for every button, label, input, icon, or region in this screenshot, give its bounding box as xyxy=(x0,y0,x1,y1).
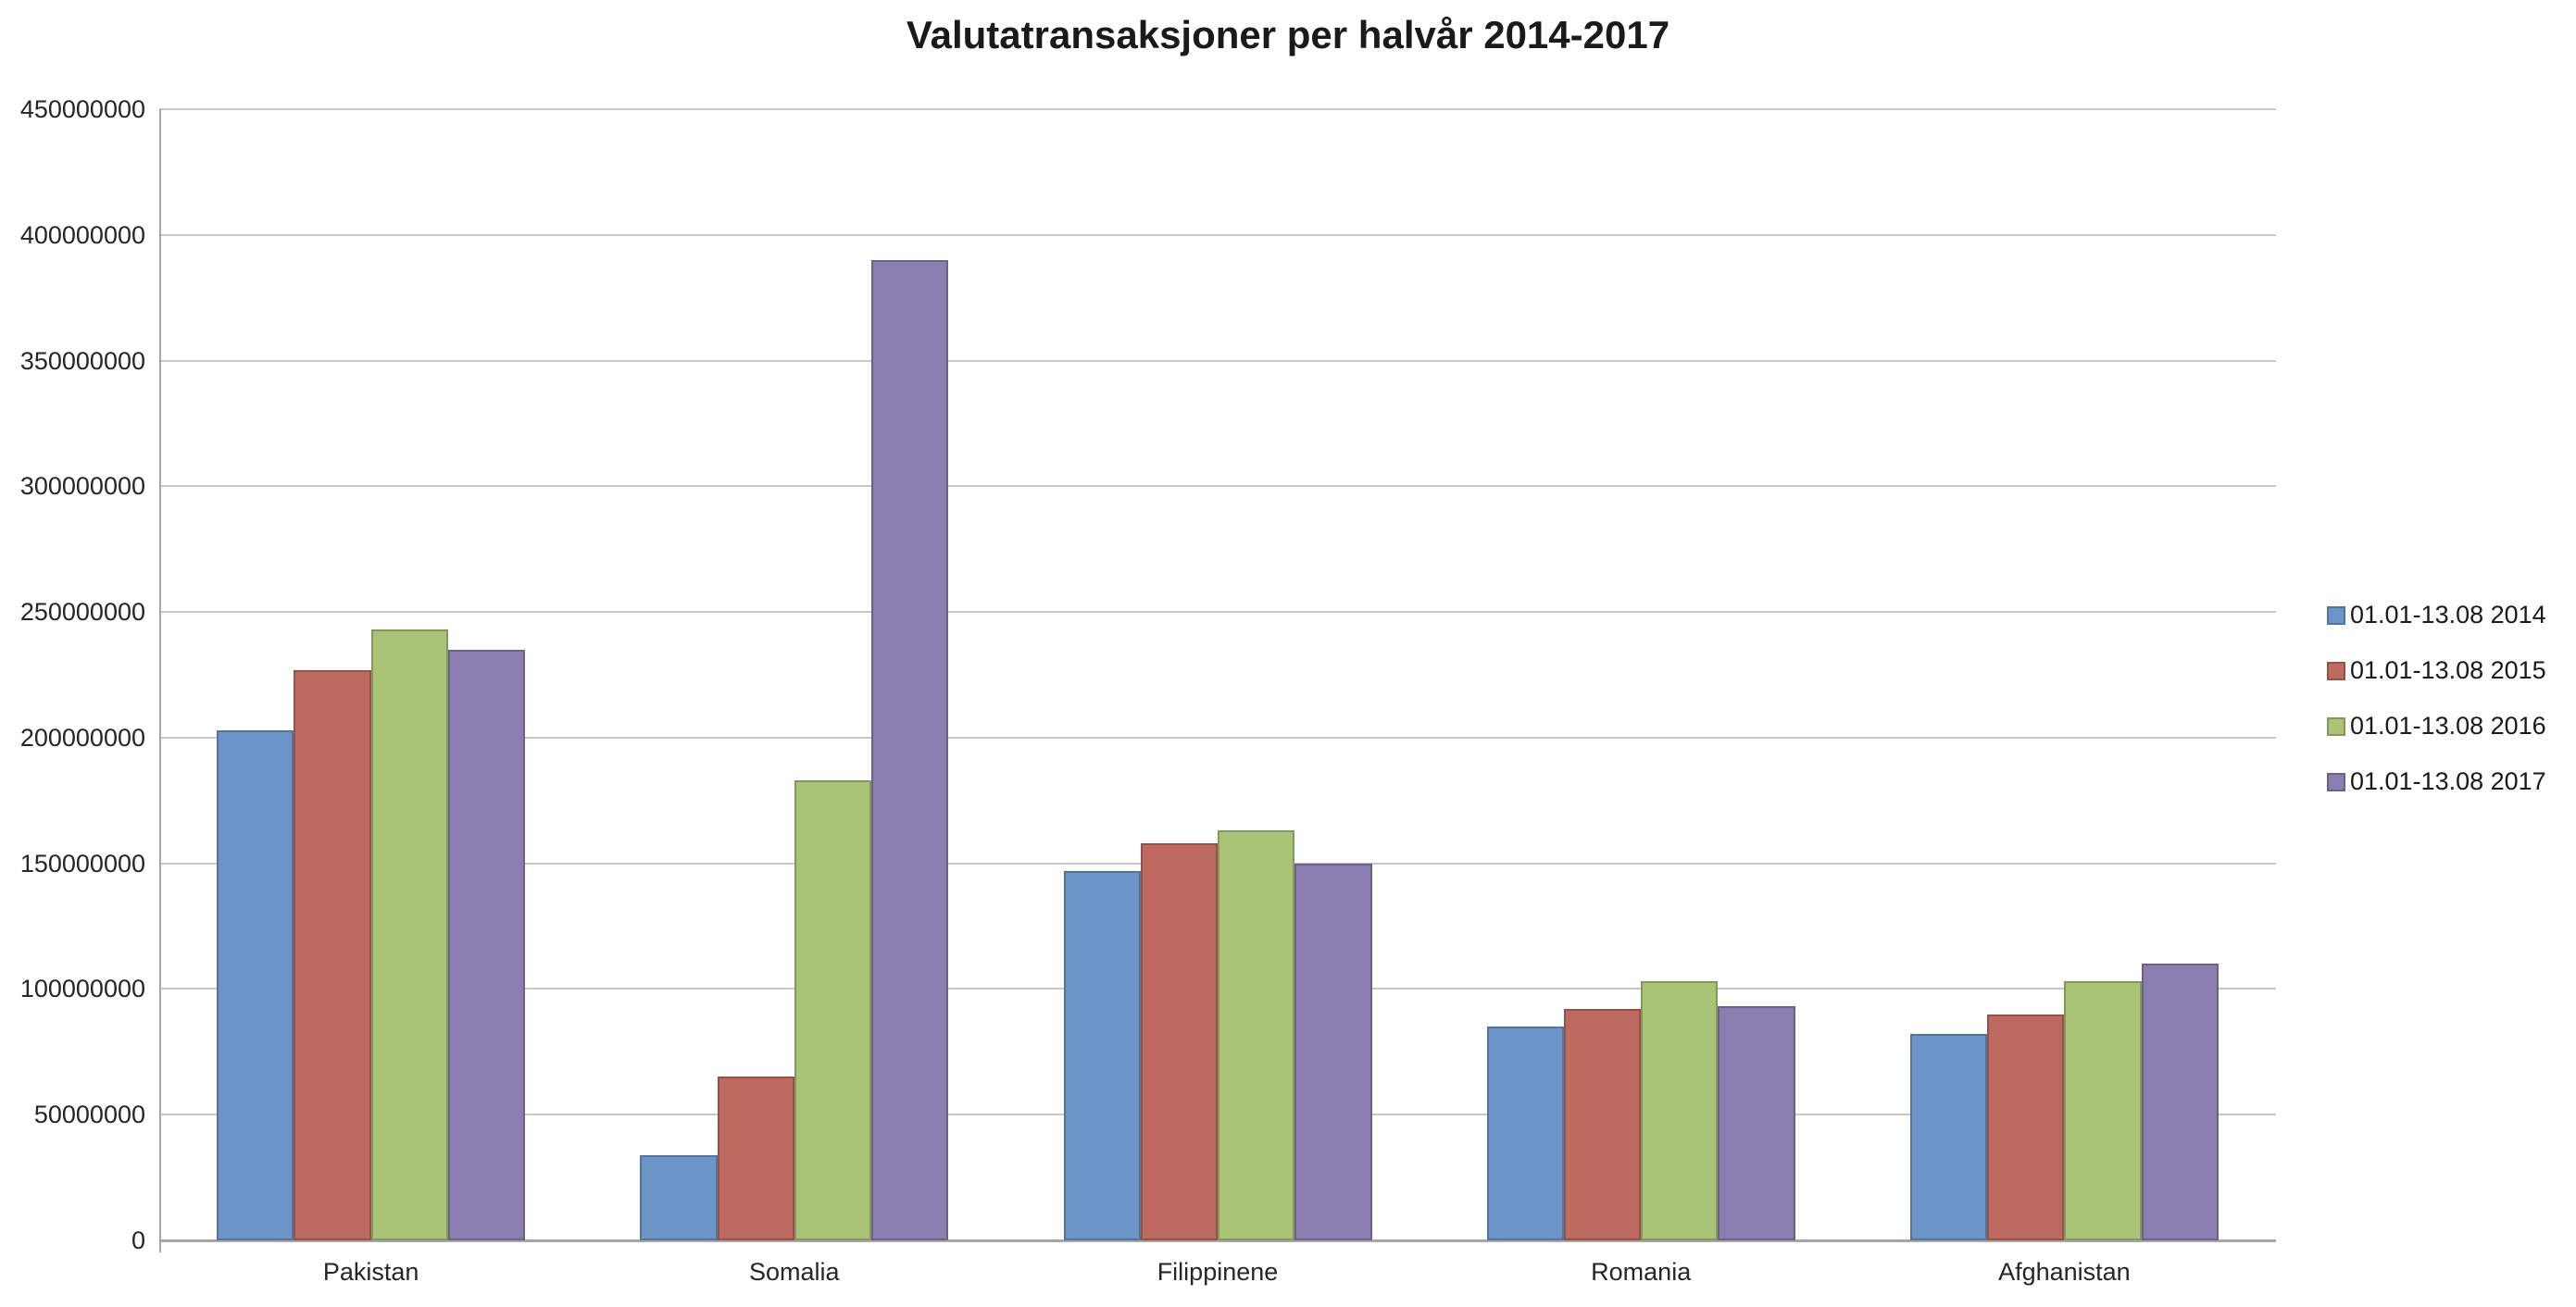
legend-label: 01.01-13.08 2015 xyxy=(2350,656,2546,684)
legend-label: 01.01-13.08 2017 xyxy=(2350,767,2546,795)
x-category-label-somalia: Somalia xyxy=(749,1258,840,1286)
y-tick-label: 400000000 xyxy=(19,220,145,249)
y-tick-label: 50000000 xyxy=(33,1101,145,1129)
gridline xyxy=(159,611,2276,614)
legend-swatch-icon xyxy=(2327,773,2345,791)
x-category-label-pakistan: Pakistan xyxy=(322,1258,419,1286)
chart-title: Valutatransaksjoner per halvår 2014-2017 xyxy=(906,13,1670,56)
bar-filippinene-01-01-13-08-2017 xyxy=(1294,863,1372,1240)
x-category-label-romania: Romania xyxy=(1591,1258,1692,1286)
legend-label: 01.01-13.08 2016 xyxy=(2350,712,2546,740)
bar-romania-01-01-13-08-2017 xyxy=(1718,1006,1795,1240)
legend-item-01-01-13-08-2017: 01.01-13.08 2017 xyxy=(2327,767,2546,795)
bar-pakistan-01-01-13-08-2015 xyxy=(294,669,371,1240)
legend-item-01-01-13-08-2015: 01.01-13.08 2015 xyxy=(2327,656,2546,684)
x-category-label-filippinene: Filippinene xyxy=(1157,1258,1279,1286)
bar-afghanistan-01-01-13-08-2014 xyxy=(1909,1034,1988,1240)
bar-somalia-01-01-13-08-2015 xyxy=(717,1077,794,1240)
bar-pakistan-01-01-13-08-2016 xyxy=(370,629,448,1240)
bar-afghanistan-01-01-13-08-2016 xyxy=(2064,981,2142,1240)
y-tick-label: 0 xyxy=(131,1226,145,1254)
y-tick-label: 100000000 xyxy=(19,975,145,1003)
gridline xyxy=(159,736,2276,739)
bar-pakistan-01-01-13-08-2017 xyxy=(447,649,526,1240)
bar-filippinene-01-01-13-08-2014 xyxy=(1063,870,1141,1240)
gridline xyxy=(159,233,2276,236)
legend-label: 01.01-13.08 2014 xyxy=(2350,601,2546,629)
bar-afghanistan-01-01-13-08-2015 xyxy=(1987,1014,2065,1240)
y-axis-line xyxy=(159,109,161,1252)
bar-somalia-01-01-13-08-2017 xyxy=(871,259,949,1240)
y-tick-label: 200000000 xyxy=(19,723,145,752)
bar-somalia-01-01-13-08-2016 xyxy=(794,780,872,1240)
legend-swatch-icon xyxy=(2327,717,2345,736)
x-axis-baseline xyxy=(159,1239,2276,1242)
bar-filippinene-01-01-13-08-2016 xyxy=(1218,830,1295,1240)
bar-somalia-01-01-13-08-2014 xyxy=(640,1154,718,1240)
bar-filippinene-01-01-13-08-2015 xyxy=(1140,842,1218,1240)
bar-romania-01-01-13-08-2015 xyxy=(1563,1009,1642,1240)
gridline xyxy=(159,485,2276,488)
legend-swatch-icon xyxy=(2327,662,2345,680)
legend-item-01-01-13-08-2014: 01.01-13.08 2014 xyxy=(2327,601,2546,629)
y-tick-label: 450000000 xyxy=(19,95,145,123)
y-tick-label: 250000000 xyxy=(19,598,145,627)
gridline xyxy=(159,108,2276,110)
bar-romania-01-01-13-08-2016 xyxy=(1641,981,1719,1240)
gridline xyxy=(159,359,2276,362)
legend-item-01-01-13-08-2016: 01.01-13.08 2016 xyxy=(2327,712,2546,740)
x-category-label-afghanistan: Afghanistan xyxy=(1998,1258,2131,1286)
bar-romania-01-01-13-08-2014 xyxy=(1486,1027,1564,1240)
legend-swatch-icon xyxy=(2327,606,2345,625)
bar-afghanistan-01-01-13-08-2017 xyxy=(2141,964,2219,1240)
y-tick-label: 150000000 xyxy=(19,849,145,878)
bar-pakistan-01-01-13-08-2014 xyxy=(217,729,294,1240)
y-tick-label: 350000000 xyxy=(19,346,145,375)
y-tick-label: 300000000 xyxy=(19,472,145,501)
